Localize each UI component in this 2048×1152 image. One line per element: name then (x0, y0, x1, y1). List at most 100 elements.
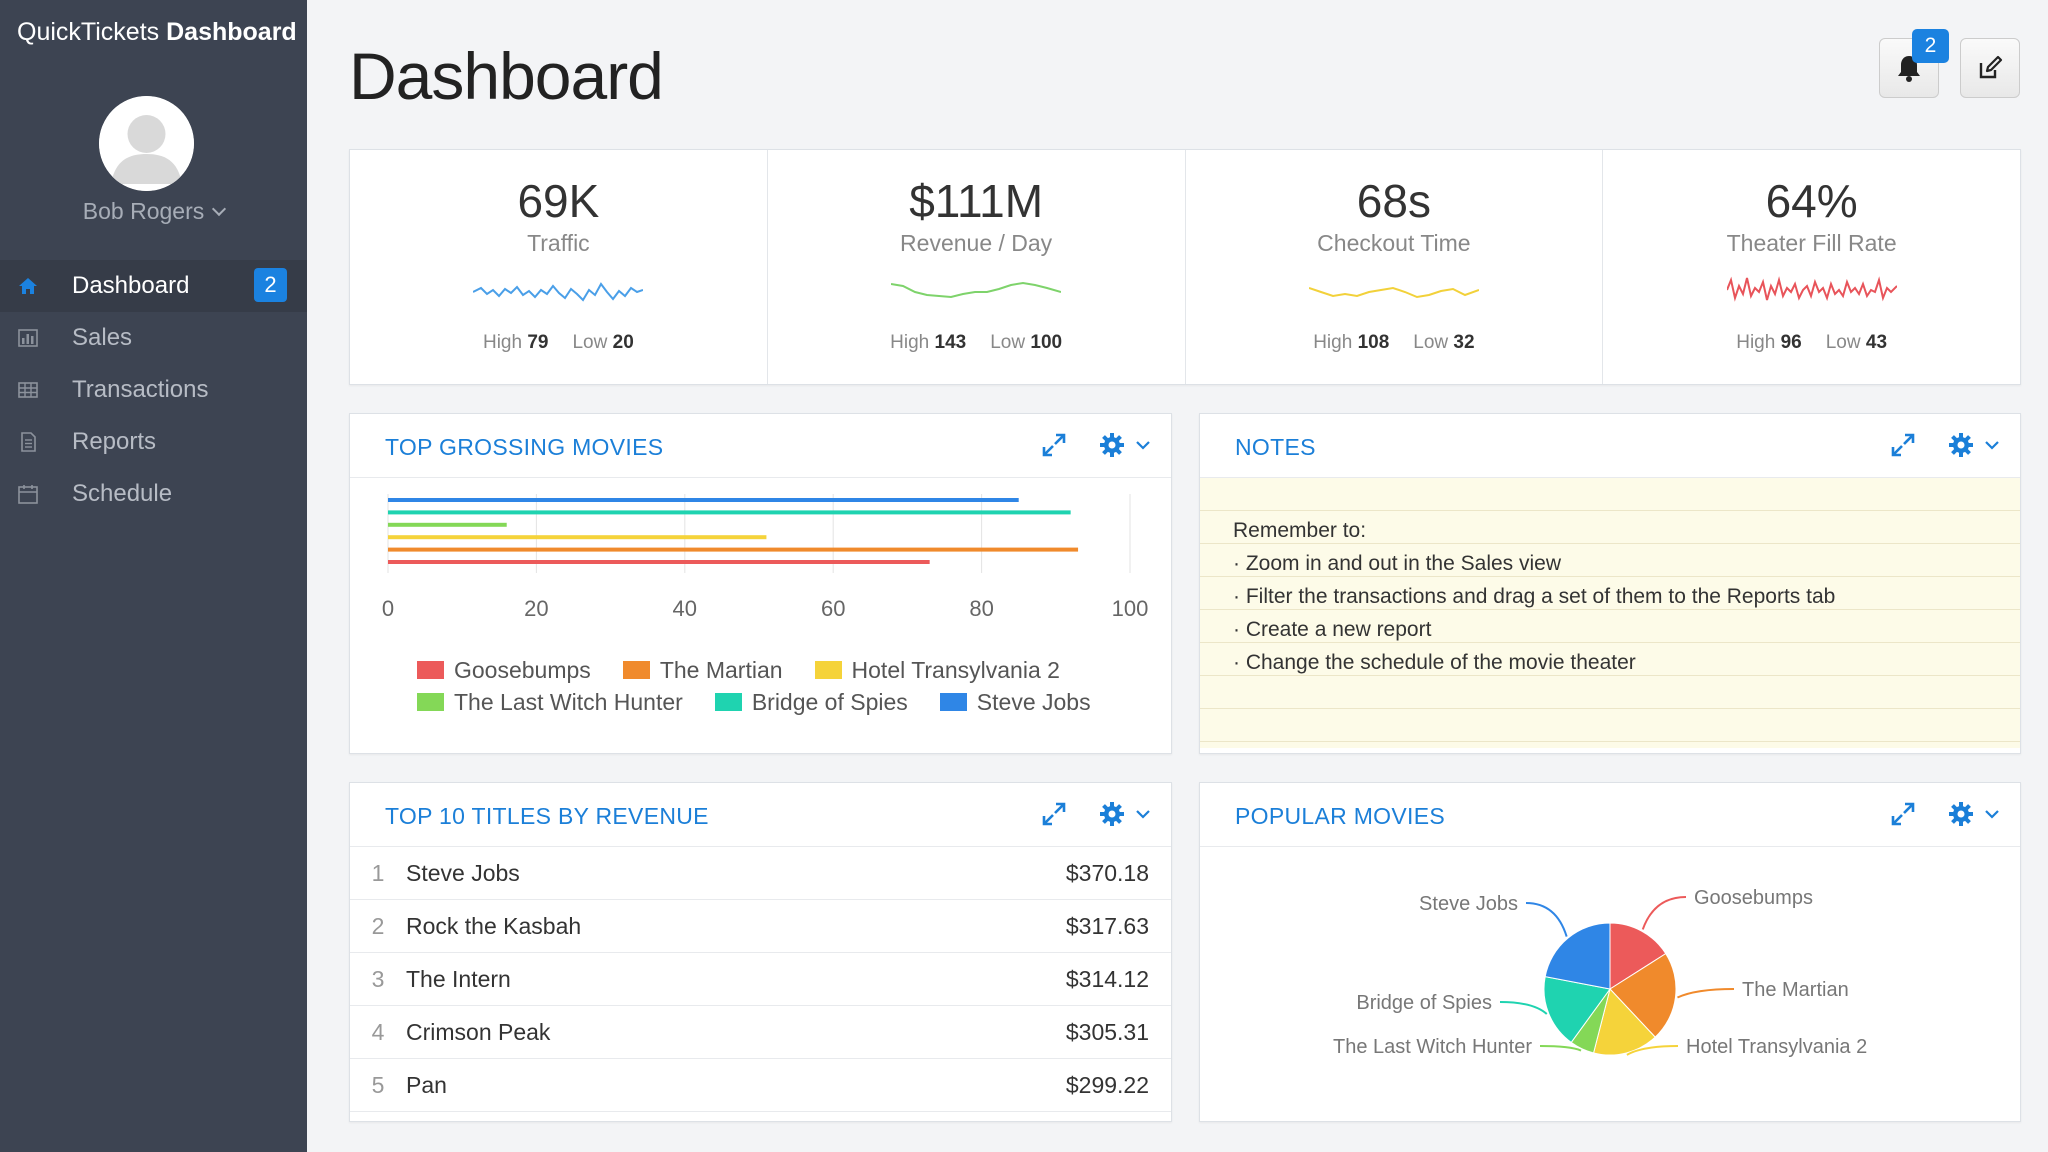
notification-badge: 2 (1912, 29, 1949, 63)
rank: 1 (371, 859, 385, 886)
home-icon (19, 278, 37, 294)
revenue: $305.31 (1065, 1018, 1149, 1045)
chevron-down-icon[interactable] (1984, 439, 2000, 451)
pie-label: The Last Witch Hunter (1333, 1036, 1532, 1058)
kpi-high-low: High 96 Low 43 (1603, 332, 2020, 354)
kpi-theater-fill-rate: 64% Theater Fill Rate High 96 Low 43 (1603, 150, 2020, 384)
low-label: Low (1825, 332, 1861, 353)
bar-chart-icon (18, 329, 38, 347)
sidebar-item-dashboard[interactable]: Dashboard 2 (0, 260, 307, 312)
gear-icon[interactable] (1099, 432, 1125, 458)
expand-icon[interactable] (1890, 801, 1916, 827)
bar-hotel-transylvania-2[interactable] (388, 535, 767, 540)
top-grossing-movies-panel: TOP GROSSING MOVIES 0 20 40 60 80 100 Goosebu… (349, 413, 1172, 754)
expand-icon[interactable] (1041, 801, 1067, 827)
revenue: $370.18 (1065, 859, 1149, 886)
chevron-down-icon[interactable] (1984, 808, 2000, 820)
panel-title: TOP GROSSING MOVIES (385, 434, 664, 460)
avatar[interactable] (99, 96, 194, 191)
legend-item-steve-jobs[interactable]: Steve Jobs (939, 689, 1091, 716)
pie-slice-hotel-transylvania-2[interactable] (1592, 987, 1656, 1056)
chevron-down-icon[interactable] (1135, 439, 1151, 451)
kpi-label: Traffic (527, 230, 590, 256)
title: Crimson Peak (406, 1018, 551, 1045)
table-row[interactable]: 3 The Intern $314.12 (350, 953, 1171, 1006)
table-icon (18, 382, 38, 398)
kpi-label: Checkout Time (1317, 230, 1471, 256)
sidebar-item-schedule[interactable]: Schedule (0, 468, 307, 520)
high-label: High (1736, 332, 1776, 353)
legend-item-hotel-transylvania-2[interactable]: Hotel Transylvania 2 (814, 656, 1060, 684)
panel-tools (1041, 432, 1151, 458)
chevron-down-icon[interactable] (1135, 808, 1151, 820)
page-title: Dashboard (349, 39, 664, 113)
expand-icon[interactable] (1890, 432, 1916, 458)
panel-header: POPULAR MOVIES (1200, 783, 2020, 847)
note-line: Remember to: (1233, 519, 1367, 542)
pie-slice-the-martian[interactable] (1609, 952, 1677, 1038)
kpi-label: Theater Fill Rate (1726, 230, 1897, 256)
pie-leader-line (1539, 1045, 1582, 1052)
bar-the-last-witch-hunter[interactable] (388, 522, 507, 527)
table-row[interactable]: 5 Pan $299.22 (350, 1059, 1171, 1112)
panel-header: NOTES (1200, 414, 2020, 478)
note-line: · Create a new report (1233, 618, 1432, 641)
legend-label: Hotel Transylvania 2 (851, 656, 1060, 683)
pie-label: Goosebumps (1694, 887, 1813, 909)
legend-item-the-martian[interactable]: The Martian (622, 657, 783, 684)
title: Rock the Kasbah (406, 912, 582, 939)
bar-the-martian[interactable] (388, 547, 1079, 552)
revenue: $314.12 (1065, 965, 1149, 992)
gear-icon[interactable] (1948, 432, 1974, 458)
bar-steve-jobs[interactable] (388, 498, 1019, 502)
legend-item-bridge-of-spies[interactable]: Bridge of Spies (714, 688, 908, 716)
legend-label: Bridge of Spies (751, 688, 908, 715)
kpi-value: 68s (1356, 175, 1431, 227)
sidebar-item-label: Transactions (72, 376, 209, 403)
user-name: Bob Rogers (82, 198, 205, 224)
legend-item-goosebumps[interactable]: Goosebumps (417, 657, 591, 684)
traffic-sparkline (473, 282, 644, 302)
legend-swatch (814, 661, 842, 679)
pie-leader-line (1677, 988, 1735, 999)
gear-icon[interactable] (1099, 801, 1125, 827)
low-value: 32 (1453, 332, 1475, 353)
notes-textarea[interactable]: Remember to: · Zoom in and out in the Sa… (1200, 478, 2020, 748)
table-row[interactable]: 1 Steve Jobs $370.18 (350, 847, 1171, 900)
panel-title: NOTES (1235, 434, 1316, 460)
x-tick-label: 0 (382, 596, 394, 621)
app-brand[interactable]: QuickTickets Dashboard (17, 18, 297, 47)
legend-item-the-last-witch-hunter[interactable]: The Last Witch Hunter (417, 689, 683, 716)
pie-slice-bridge-of-spies[interactable] (1543, 976, 1611, 1044)
expand-icon[interactable] (1041, 432, 1067, 458)
pie-slice-goosebumps[interactable] (1609, 922, 1667, 990)
edit-button[interactable] (1960, 38, 2020, 98)
pie-label: Hotel Transylvania 2 (1686, 1036, 1867, 1058)
high-value: 108 (1357, 332, 1390, 353)
chart-legend: Goosebumps The Martian Hotel Transylvani… (417, 654, 1137, 718)
user-menu[interactable]: Bob Rogers (0, 198, 307, 225)
table-row[interactable]: 2 Rock the Kasbah $317.63 (350, 900, 1171, 953)
sidebar-item-reports[interactable]: Reports (0, 416, 307, 468)
high-value: 143 (934, 332, 967, 353)
pie-label: Steve Jobs (1419, 893, 1518, 915)
kpi-label: Revenue / Day (900, 230, 1053, 256)
notes-panel: NOTES Remember to: · Zoom in and out in … (1199, 413, 2021, 754)
kpi-high-low: High 79 Low 20 (350, 332, 767, 354)
title: Steve Jobs (406, 859, 520, 886)
high-label: High (482, 332, 523, 353)
pie-slice-steve-jobs[interactable] (1544, 922, 1611, 990)
sidebar-item-transactions[interactable]: Transactions (0, 364, 307, 416)
bar-goosebumps[interactable] (388, 560, 930, 564)
table-row[interactable]: 4 Crimson Peak $305.31 (350, 1006, 1171, 1059)
sidebar-item-label: Reports (72, 428, 157, 455)
x-tick-label: 60 (821, 596, 845, 621)
legend-label: Goosebumps (454, 656, 591, 683)
x-tick-label: 100 (1112, 596, 1149, 621)
gear-icon[interactable] (1948, 801, 1974, 827)
high-value: 96 (1780, 332, 1802, 353)
bar-bridge-of-spies[interactable] (388, 510, 1071, 515)
panel-title: POPULAR MOVIES (1235, 803, 1445, 829)
sidebar-item-sales[interactable]: Sales (0, 312, 307, 364)
calendar-icon (18, 485, 38, 504)
